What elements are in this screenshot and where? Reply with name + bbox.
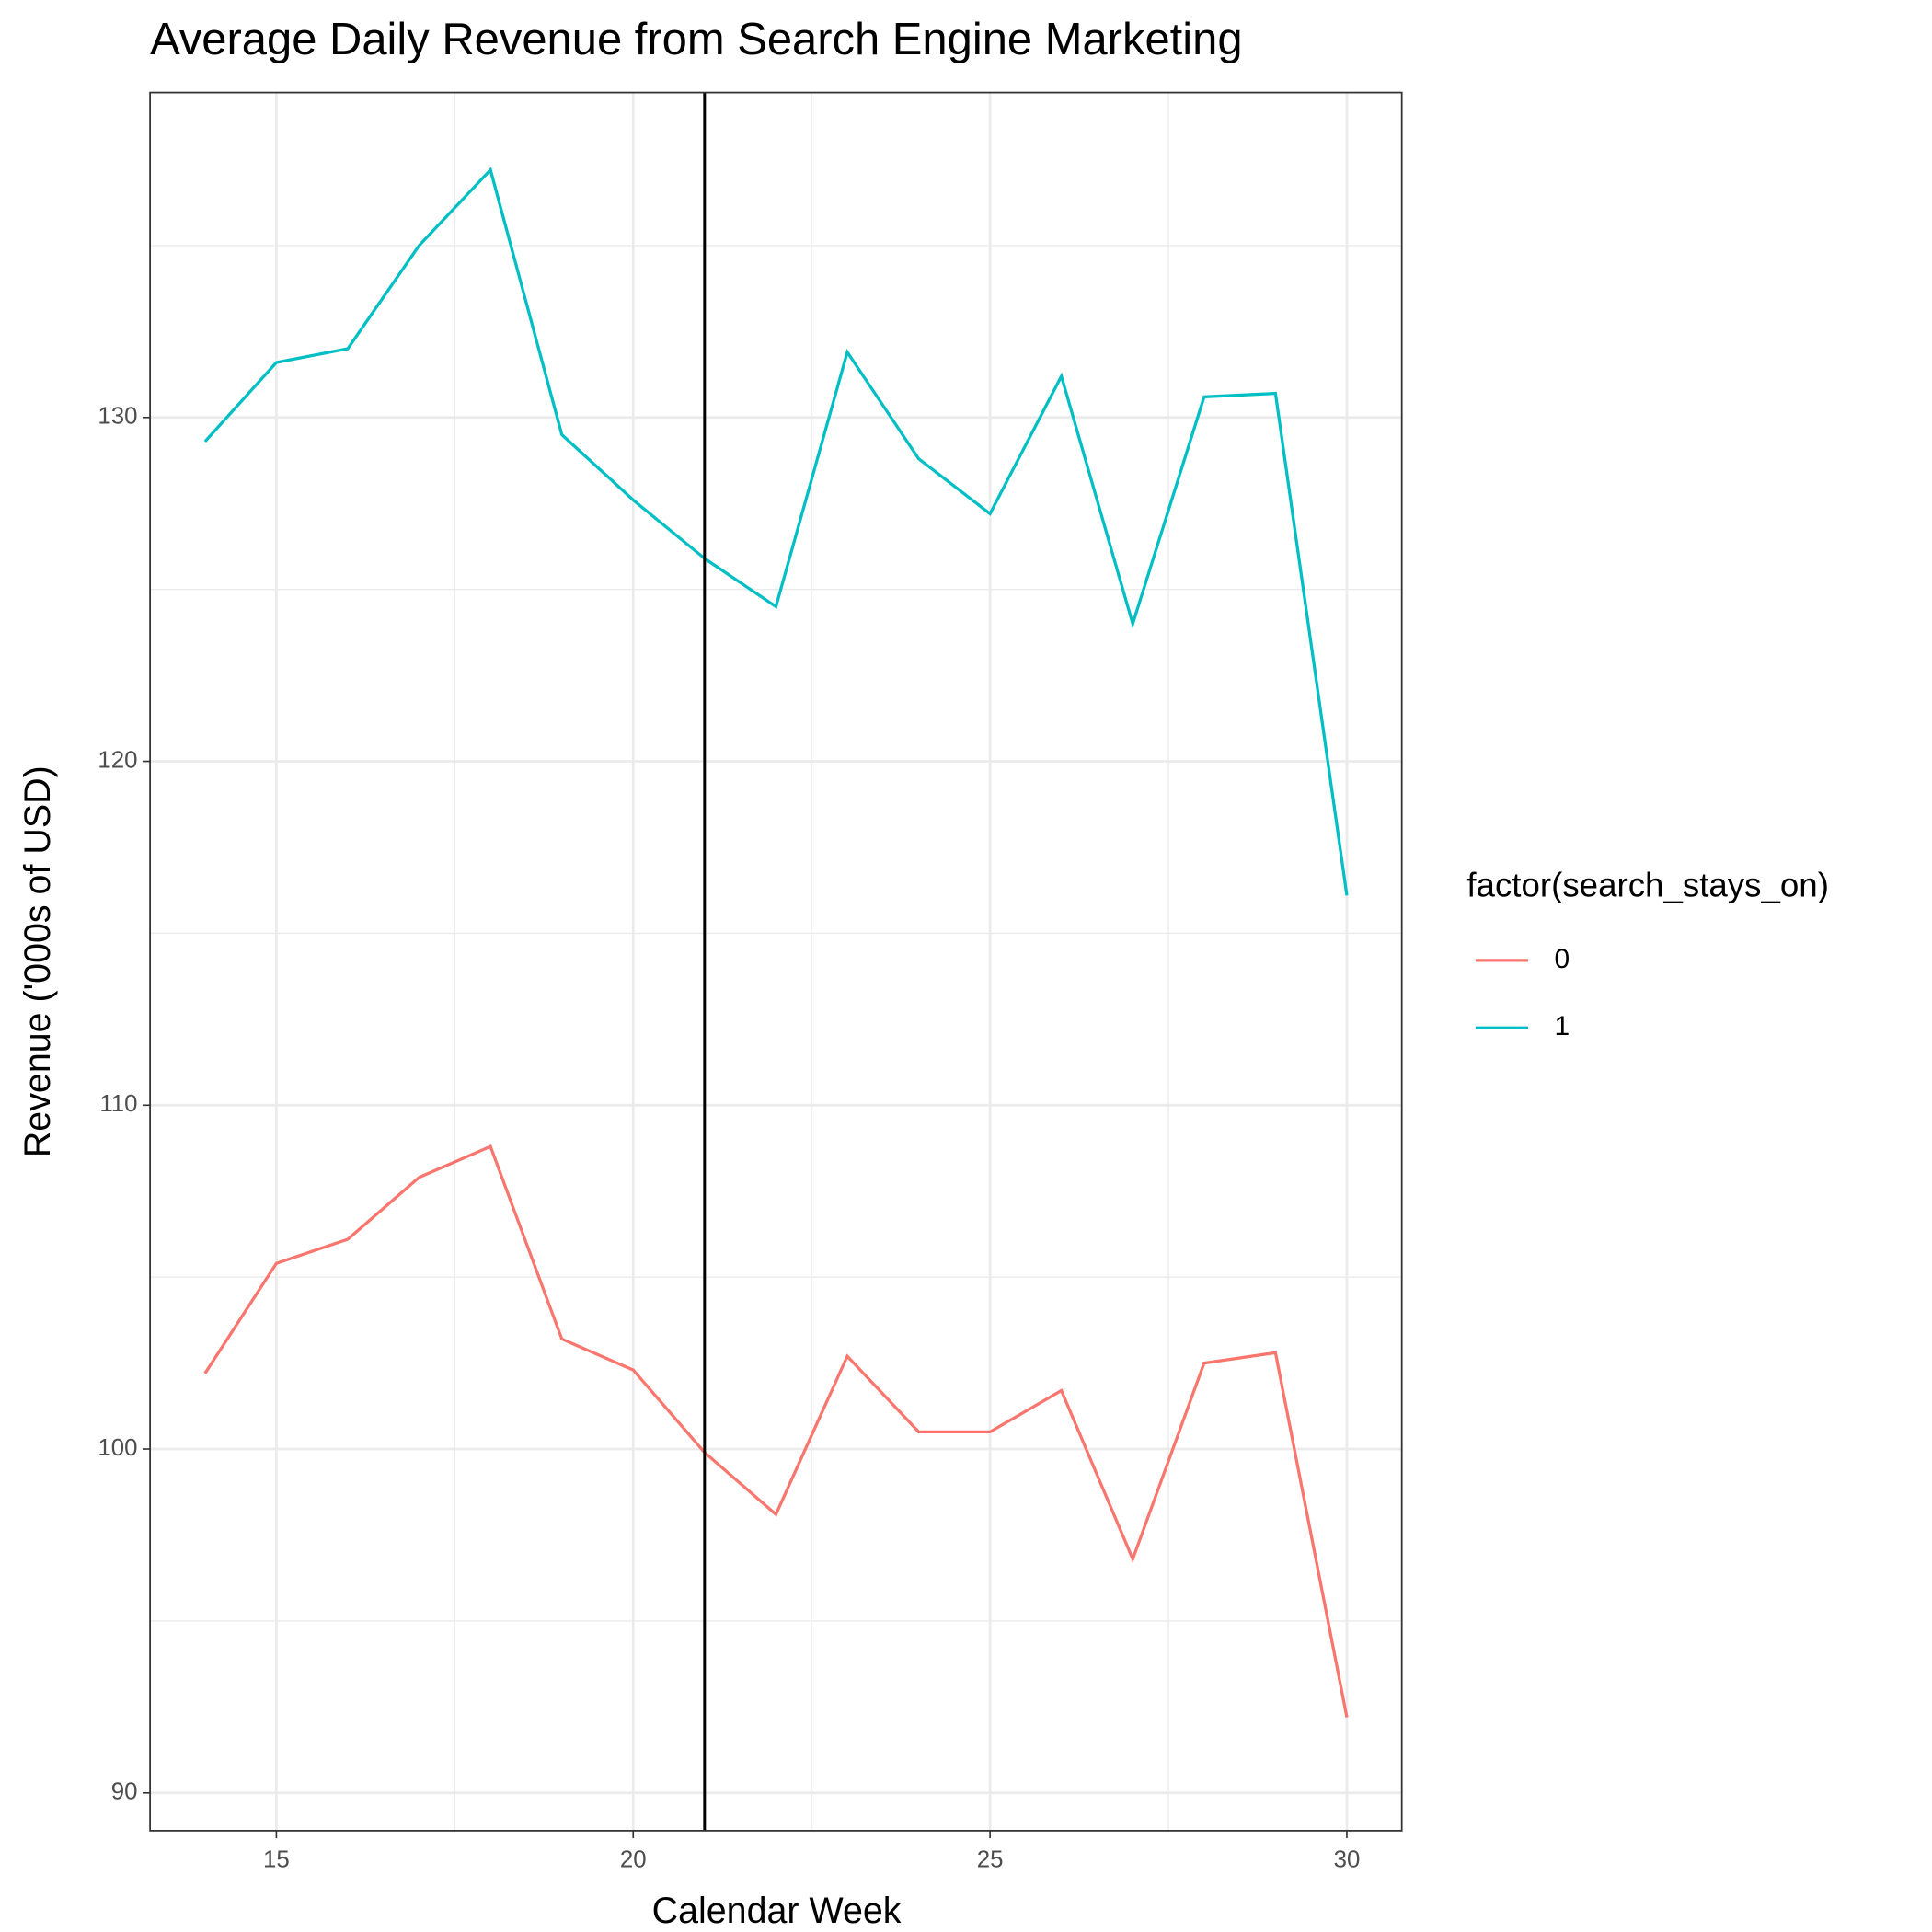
series-line	[203, 167, 1349, 896]
y-tick-label: 100	[98, 1435, 137, 1461]
y-tick-label: 90	[111, 1779, 138, 1805]
legend-label: 1	[1555, 1011, 1570, 1041]
x-tick-label: 25	[977, 1846, 1004, 1872]
x-axis-label: Calendar Week	[652, 1891, 902, 1931]
plot-background	[150, 92, 1402, 1831]
legend-label: 0	[1555, 944, 1570, 974]
chart-title: Average Daily Revenue from Search Engine…	[150, 15, 1242, 64]
y-tick-label: 110	[99, 1091, 137, 1117]
x-tick-label: 30	[1334, 1846, 1361, 1872]
series-line	[203, 1144, 1349, 1718]
y-tick-label: 120	[98, 747, 137, 773]
x-tick-label: 15	[263, 1846, 290, 1872]
y-tick-label: 130	[98, 404, 137, 430]
x-tick-label: 20	[620, 1846, 647, 1872]
y-axis-label: Revenue ('000s of USD)	[17, 765, 58, 1157]
legend-title: factor(search_stays_on)	[1466, 867, 1829, 904]
plot-border	[149, 91, 1403, 1832]
